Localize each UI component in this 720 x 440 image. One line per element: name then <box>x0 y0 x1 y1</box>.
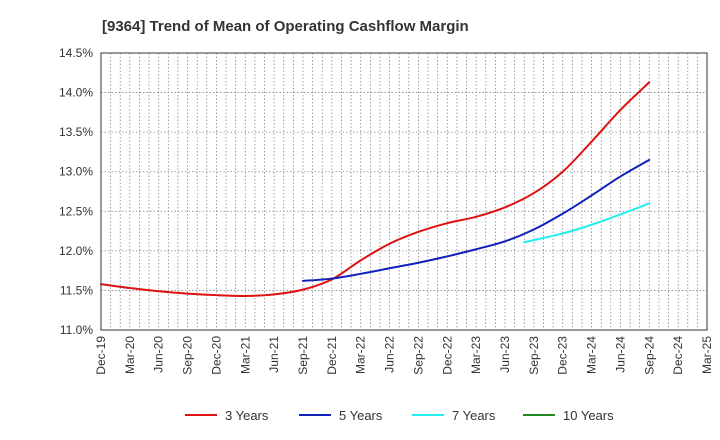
x-tick-label: Sep-21 <box>296 336 310 375</box>
y-tick-label: 11.0% <box>60 323 93 337</box>
series-line-5-years <box>302 158 651 282</box>
x-tick-label: Sep-22 <box>411 336 425 375</box>
chart-grid <box>101 53 707 330</box>
x-tick-label: Mar-25 <box>700 336 714 374</box>
x-tick-label: Jun-23 <box>498 336 512 373</box>
chart-title: [9364] Trend of Mean of Operating Cashfl… <box>102 18 469 35</box>
x-tick-label: Dec-23 <box>556 336 570 375</box>
y-tick-label: 12.5% <box>59 204 93 218</box>
x-tick-label: Dec-22 <box>440 336 454 375</box>
x-tick-label: Mar-23 <box>469 336 483 374</box>
y-tick-label: 13.5% <box>59 125 93 139</box>
x-tick-label: Dec-20 <box>209 336 223 375</box>
x-tick-label: Sep-23 <box>527 336 541 375</box>
x-tick-label: Mar-20 <box>123 336 137 374</box>
legend-label: 7 Years <box>452 408 496 423</box>
y-tick-label: 14.0% <box>59 86 93 100</box>
y-axis: 11.0% 11.5% 12.0% 12.5% 13.0% 13.5% 14.0% 14.5% <box>59 46 93 337</box>
chart-series <box>100 81 651 297</box>
series-line-7-years <box>523 202 651 244</box>
x-tick-label: Mar-24 <box>585 336 599 374</box>
y-tick-label: 12.0% <box>59 244 93 258</box>
x-tick-label: Mar-21 <box>238 336 252 374</box>
legend-label: 5 Years <box>339 408 383 423</box>
x-axis: Dec-19 Mar-20 Jun-20 Sep-20 Dec-20 Mar-21 Jun-… <box>94 336 714 375</box>
x-tick-label: Jun-21 <box>267 336 281 373</box>
legend: 3 Years 5 Years 7 Years 10 Years <box>185 408 614 423</box>
plot-area-frame <box>100 52 708 331</box>
x-tick-label: Mar-22 <box>354 336 368 374</box>
x-tick-label: Dec-24 <box>671 336 685 375</box>
x-tick-label: Sep-20 <box>181 336 195 375</box>
x-tick-label: Jun-24 <box>613 336 627 373</box>
x-tick-label: Dec-19 <box>94 336 108 375</box>
series-line-3-years <box>100 81 651 297</box>
x-tick-label: Dec-21 <box>325 336 339 375</box>
y-tick-label: 14.5% <box>59 46 93 60</box>
legend-label: 3 Years <box>225 408 269 423</box>
legend-label: 10 Years <box>563 408 614 423</box>
y-tick-label: 11.5% <box>60 283 93 297</box>
x-tick-label: Jun-20 <box>152 336 166 373</box>
y-tick-label: 13.0% <box>59 165 93 179</box>
x-tick-label: Jun-22 <box>383 336 397 373</box>
x-tick-label: Sep-24 <box>642 336 656 375</box>
